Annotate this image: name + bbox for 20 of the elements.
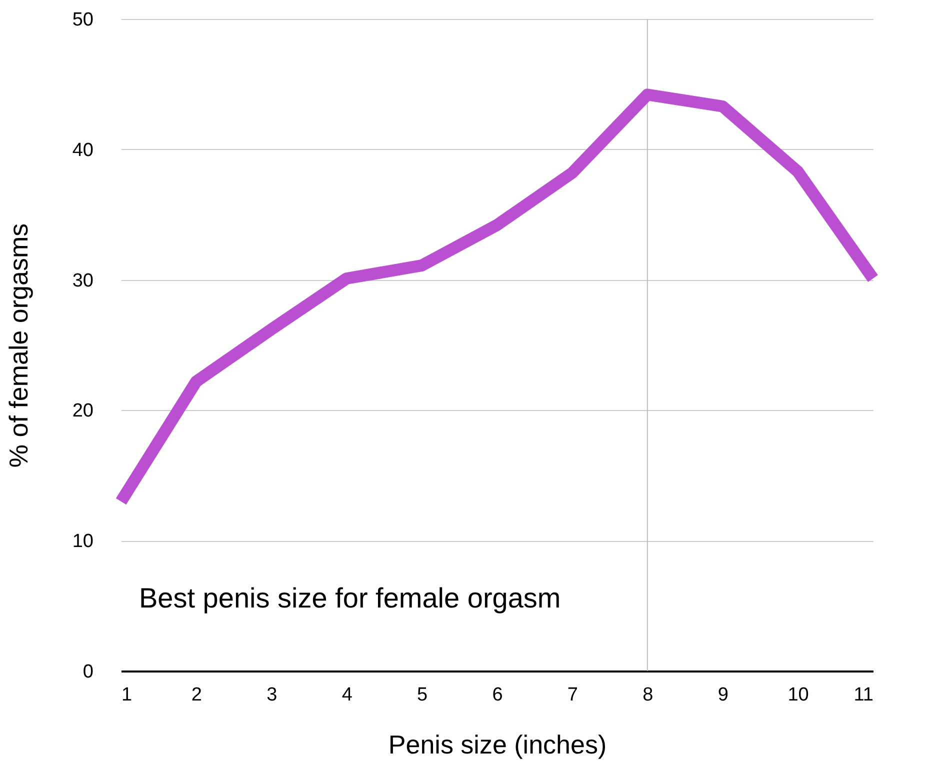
x-tick-label: 7: [567, 684, 578, 706]
y-tick-label: 40: [72, 140, 94, 161]
y-tick-label: 20: [72, 400, 94, 422]
y-tick-label: 50: [72, 10, 94, 30]
y-axis-title: % of female orgasms: [3, 223, 34, 468]
x-tick-label: 1: [122, 684, 132, 706]
x-tick-label: 2: [191, 684, 202, 706]
x-tick-label: 9: [718, 684, 728, 706]
x-axis-title: Penis size (inches): [388, 730, 607, 760]
x-tick-label: 3: [266, 684, 278, 706]
annotation: Best penis size for female orgasm: [139, 582, 561, 614]
y-tick-label: 10: [72, 531, 94, 552]
x-tick-label: 5: [417, 684, 428, 706]
y-tick-label: 0: [82, 662, 94, 682]
x-tick-label: 4: [342, 684, 353, 706]
y-tick-label: 30: [72, 270, 94, 292]
x-tick-label: 10: [788, 684, 809, 706]
x-tick-label: 11: [854, 684, 874, 706]
x-tick-label: 8: [642, 684, 654, 706]
x-tick-label: 6: [492, 684, 503, 706]
